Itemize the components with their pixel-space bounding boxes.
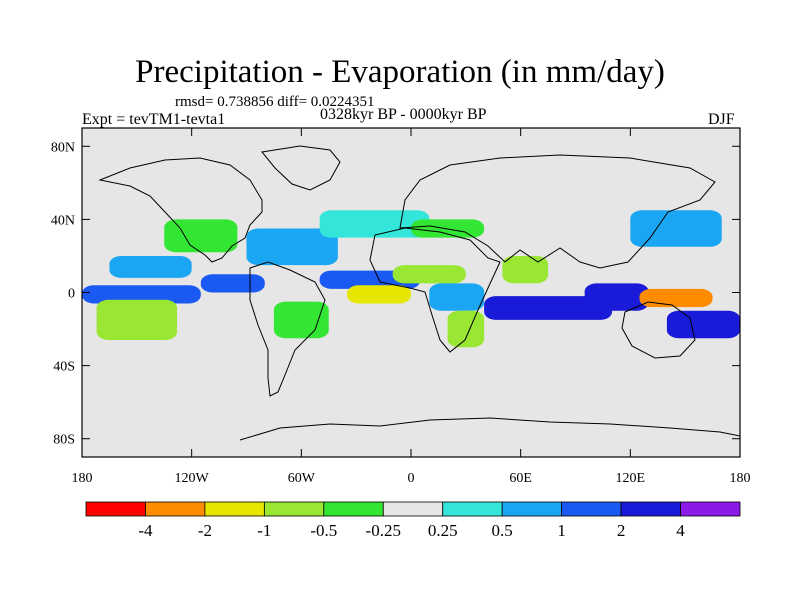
region-indian-ocean-wet-band: [484, 296, 613, 320]
data-regions: [82, 210, 740, 348]
region-central-africa-wet: [429, 283, 485, 311]
region-western-us-dry: [164, 219, 238, 253]
region-south-pacific-moderate: [96, 299, 178, 341]
colorbar-label: -0.25: [366, 521, 401, 540]
coast-north-america: [98, 157, 263, 263]
colorbar-label: 0.5: [492, 521, 513, 540]
colorbar-swatch: [263, 501, 325, 517]
coast-australia: [621, 301, 696, 359]
coast-greenland: [261, 145, 341, 191]
region-amazon-dry: [273, 301, 329, 339]
region-north-pacific-moist: [109, 255, 192, 278]
stats-label: rmsd= 0.738856 diff= 0.0224351: [175, 94, 375, 110]
coast-africa: [369, 227, 501, 353]
colorbar-swatch: [620, 501, 681, 517]
region-gulf-atlantic-wet: [246, 228, 338, 266]
region-arabian-sea-dry: [502, 255, 549, 284]
region-spcz-wet: [666, 310, 740, 339]
colorbar-label: -0.5: [310, 521, 337, 540]
coastlines: [98, 145, 740, 441]
colorbar-swatch: [382, 501, 444, 517]
experiment-label: Expt = tevTM1-tevta1: [82, 111, 226, 128]
x-tick-label: 120W: [175, 471, 210, 486]
y-tick-label: 80S: [53, 433, 75, 448]
y-tick-label: 40S: [53, 360, 75, 375]
x-axis: 180 120W 60W 0 60E 120E 180: [72, 128, 751, 486]
coast-eurasia: [399, 154, 716, 269]
colorbar-swatch: [442, 501, 503, 517]
colorbar-swatch: [501, 501, 563, 517]
y-axis: 80N 40N 0 40S 80S: [51, 140, 740, 448]
y-tick-label: 0: [68, 287, 75, 302]
colorbar-swatch: [145, 501, 206, 517]
colorbar-label: -2: [198, 521, 212, 540]
region-sahel-dry: [392, 265, 466, 284]
colorbar-label: 2: [617, 521, 626, 540]
x-tick-label: 60E: [509, 471, 532, 486]
region-southern-africa-dry: [447, 310, 485, 348]
chart-title: Precipitation - Evaporation (in mm/day): [135, 54, 665, 90]
colorbar-label: -4: [138, 521, 153, 540]
colorbar-label: -1: [257, 521, 271, 540]
y-tick-label: 40N: [51, 213, 75, 228]
colorbar-swatch: [85, 501, 146, 517]
x-tick-label: 60W: [288, 471, 316, 486]
x-tick-label: 180: [730, 471, 751, 486]
region-central-pacific-wet-band: [82, 285, 201, 304]
colorbar-swatch: [204, 501, 265, 517]
region-eastern-pacific-wet: [200, 274, 265, 293]
region-maritime-continent-wet: [584, 283, 649, 311]
region-tropical-atlantic-dry: [347, 285, 411, 304]
colorbar-swatch: [680, 501, 741, 517]
x-tick-label: 180: [72, 471, 93, 486]
coast-south-america: [249, 261, 326, 397]
colorbar: -4 -2 -1 -0.5 -0.25 0.25 0.5 1 2 4: [85, 501, 741, 540]
colorbar-swatch: [561, 501, 622, 517]
season-label: DJF: [708, 111, 735, 128]
x-tick-label: 0: [408, 471, 415, 486]
colorbar-swatch: [323, 501, 384, 517]
x-tick-label: 120E: [616, 471, 646, 486]
colorbar-label: 4: [676, 521, 685, 540]
coast-antarctica: [239, 417, 740, 441]
y-tick-label: 80N: [51, 140, 75, 155]
period-label: 0328kyr BP - 0000kyr BP: [320, 106, 487, 123]
colorbar-label: 0.25: [428, 521, 458, 540]
region-east-asia-moist: [630, 210, 722, 247]
colorbar-label: 1: [557, 521, 566, 540]
region-west-pacific-dry: [639, 288, 713, 308]
